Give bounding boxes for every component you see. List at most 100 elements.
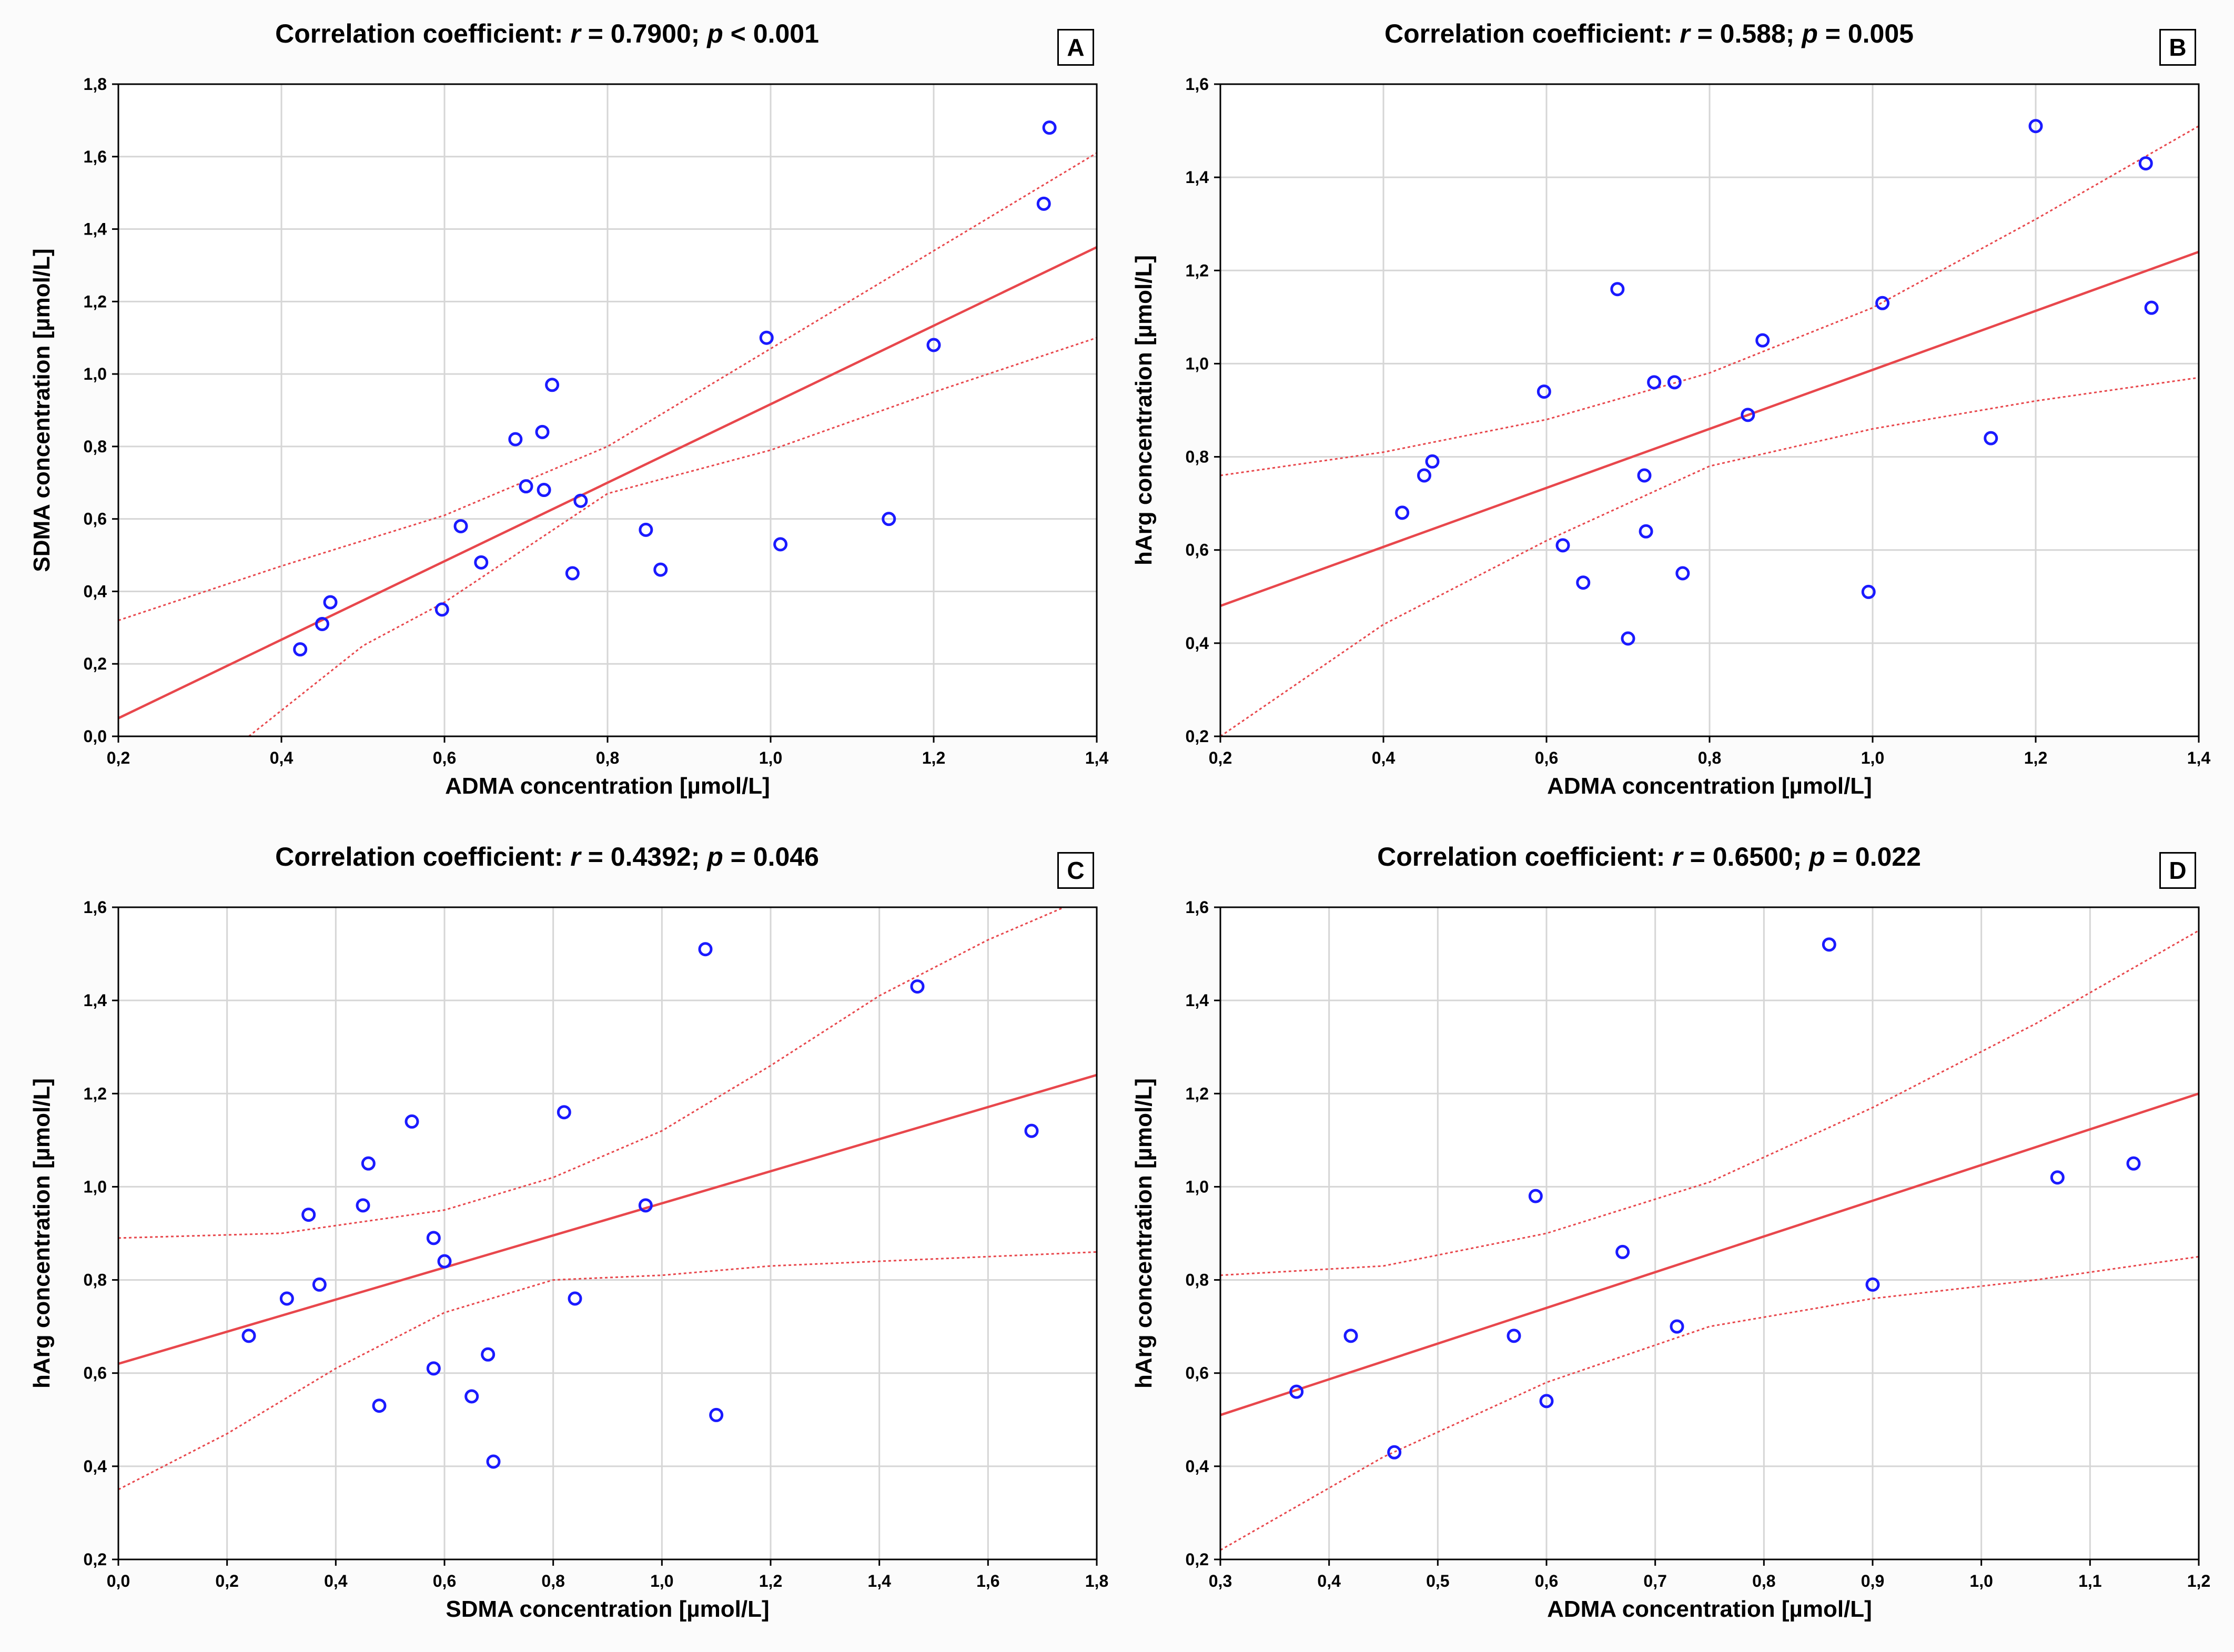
y-tick-label: 0,6 xyxy=(1186,541,1209,560)
data-point xyxy=(1755,333,1770,348)
data-point xyxy=(426,1231,441,1245)
data-point xyxy=(356,1198,370,1213)
x-axis-label: SDMA concentration [µmol/L] xyxy=(446,1596,770,1622)
x-tick-label: 0,8 xyxy=(1698,748,1721,767)
data-point xyxy=(474,555,489,570)
data-point xyxy=(2144,300,2159,315)
data-point xyxy=(573,493,588,508)
data-point xyxy=(1984,431,1998,445)
x-tick-label: 1,0 xyxy=(759,748,782,767)
data-point xyxy=(1539,1394,1554,1408)
x-tick-label: 1,0 xyxy=(650,1572,673,1590)
data-point xyxy=(1417,468,1431,483)
panel-c: Correlation coefficient: r = 0.4392; p =… xyxy=(8,836,1108,1625)
ci-lower-line xyxy=(1220,1255,2199,1551)
x-tick-label: 1,1 xyxy=(2078,1572,2101,1590)
y-tick-label: 0,0 xyxy=(84,727,107,746)
data-point xyxy=(1861,584,1876,599)
y-tick-label: 0,6 xyxy=(84,1364,107,1383)
regression-line xyxy=(1220,1092,2199,1416)
data-point xyxy=(1024,1123,1039,1138)
x-tick-label: 1,0 xyxy=(1861,748,1884,767)
panel-title: Correlation coefficient: r = 0.7900; p <… xyxy=(275,19,819,48)
x-tick-label: 1,4 xyxy=(867,1572,891,1590)
x-tick-label: 0,6 xyxy=(1535,1572,1558,1590)
y-tick-label: 0,6 xyxy=(84,510,107,529)
data-point xyxy=(426,1361,441,1376)
data-point xyxy=(2126,1156,2141,1171)
data-point xyxy=(1615,1244,1630,1259)
y-tick-label: 1,2 xyxy=(84,292,107,311)
data-point xyxy=(241,1329,256,1343)
data-point xyxy=(1528,1189,1543,1203)
plot: 0,2 0,4 0,6 0,8 1,0 1,2 1,4 0,2 0,4 0,6 0,8 1,0 1,2 1… xyxy=(1186,75,2211,767)
plot: 0,2 0,4 0,6 0,8 1,0 1,2 1,40,00,20,40,60,81,01… xyxy=(84,75,1109,767)
data-point xyxy=(1637,468,1652,483)
ci-lower-line xyxy=(118,1251,1097,1491)
y-tick-label: 0,8 xyxy=(84,437,107,456)
x-tick-label: 1,2 xyxy=(922,748,945,767)
y-tick-label: 0,4 xyxy=(84,582,107,601)
data-point xyxy=(1395,505,1410,520)
x-tick-label: 1,2 xyxy=(2024,748,2047,767)
data-point xyxy=(1639,524,1653,539)
data-point xyxy=(773,537,788,552)
plot-area xyxy=(1220,907,2199,1559)
data-point xyxy=(1670,1319,1684,1334)
panel-letter: B xyxy=(2159,29,2196,66)
panel-title: Correlation coefficient: r = 0.588; p = … xyxy=(1384,19,1914,48)
y-tick-label: 1,6 xyxy=(84,898,107,917)
data-point xyxy=(1576,575,1591,590)
data-point xyxy=(926,338,941,352)
data-point xyxy=(759,330,774,345)
y-axis-label: hArg concentration [µmol/L] xyxy=(1131,255,1157,566)
data-point xyxy=(638,1198,653,1213)
y-axis-label: SDMA concentration [µmol/L] xyxy=(29,248,55,572)
y-tick-label: 1,6 xyxy=(1186,898,1209,917)
y-tick-label: 0,8 xyxy=(84,1271,107,1290)
data-point xyxy=(1289,1384,1304,1399)
data-point xyxy=(1536,384,1551,399)
regression-line xyxy=(118,1073,1097,1365)
x-tick-label: 0,4 xyxy=(1372,748,1396,767)
y-tick-label: 1,2 xyxy=(1186,261,1209,280)
plot: 0,3 0,4 0,5 0,6 0,7 0,8 0,9 1,0 1,1 1,2 0,2 0,4 0,6 0… xyxy=(1186,898,2211,1590)
data-point xyxy=(323,595,338,610)
y-tick-label: 0,2 xyxy=(1186,1550,1209,1569)
data-point xyxy=(1425,454,1440,469)
data-point xyxy=(2028,119,2043,134)
panel-d: Correlation coefficient: r = 0.6500; p =… xyxy=(1110,836,2211,1625)
y-tick-label: 1,4 xyxy=(84,220,107,239)
data-point xyxy=(1042,120,1057,135)
y-tick-label: 1,8 xyxy=(84,75,107,94)
x-tick-label: 1,4 xyxy=(1085,748,1109,767)
x-tick-label: 0,8 xyxy=(541,1572,564,1590)
data-point xyxy=(1621,631,1635,646)
y-axis-label: hArg concentration [µmol/L] xyxy=(29,1078,55,1389)
y-tick-label: 1,0 xyxy=(84,364,107,383)
data-point xyxy=(565,566,580,581)
y-tick-label: 1,0 xyxy=(84,1177,107,1196)
x-tick-label: 0,2 xyxy=(1209,748,1232,767)
data-point xyxy=(1822,937,1836,952)
y-tick-label: 1,0 xyxy=(1186,354,1209,373)
plot-frame xyxy=(117,83,1098,737)
x-tick-label: 0,6 xyxy=(1535,748,1558,767)
y-tick-label: 0,2 xyxy=(84,654,107,673)
data-point xyxy=(372,1398,387,1413)
panel-a: Correlation coefficient: r = 0.7900; p <… xyxy=(8,13,1109,802)
plot-frame xyxy=(1219,83,2200,737)
data-point xyxy=(481,1347,496,1362)
y-tick-label: 1,2 xyxy=(84,1084,107,1103)
x-tick-label: 0,5 xyxy=(1426,1572,1449,1590)
data-point xyxy=(1555,538,1570,553)
y-tick-label: 0,8 xyxy=(1186,1271,1209,1290)
data-point xyxy=(453,519,468,533)
ci-upper-line xyxy=(1220,929,2199,1276)
x-axis-label: ADMA concentration [µmol/L] xyxy=(1547,1596,1872,1622)
data-point xyxy=(312,1277,327,1292)
x-tick-label: 0,7 xyxy=(1643,1572,1666,1590)
data-point xyxy=(519,479,533,494)
x-axis-label: ADMA concentration [µmol/L] xyxy=(445,773,770,799)
